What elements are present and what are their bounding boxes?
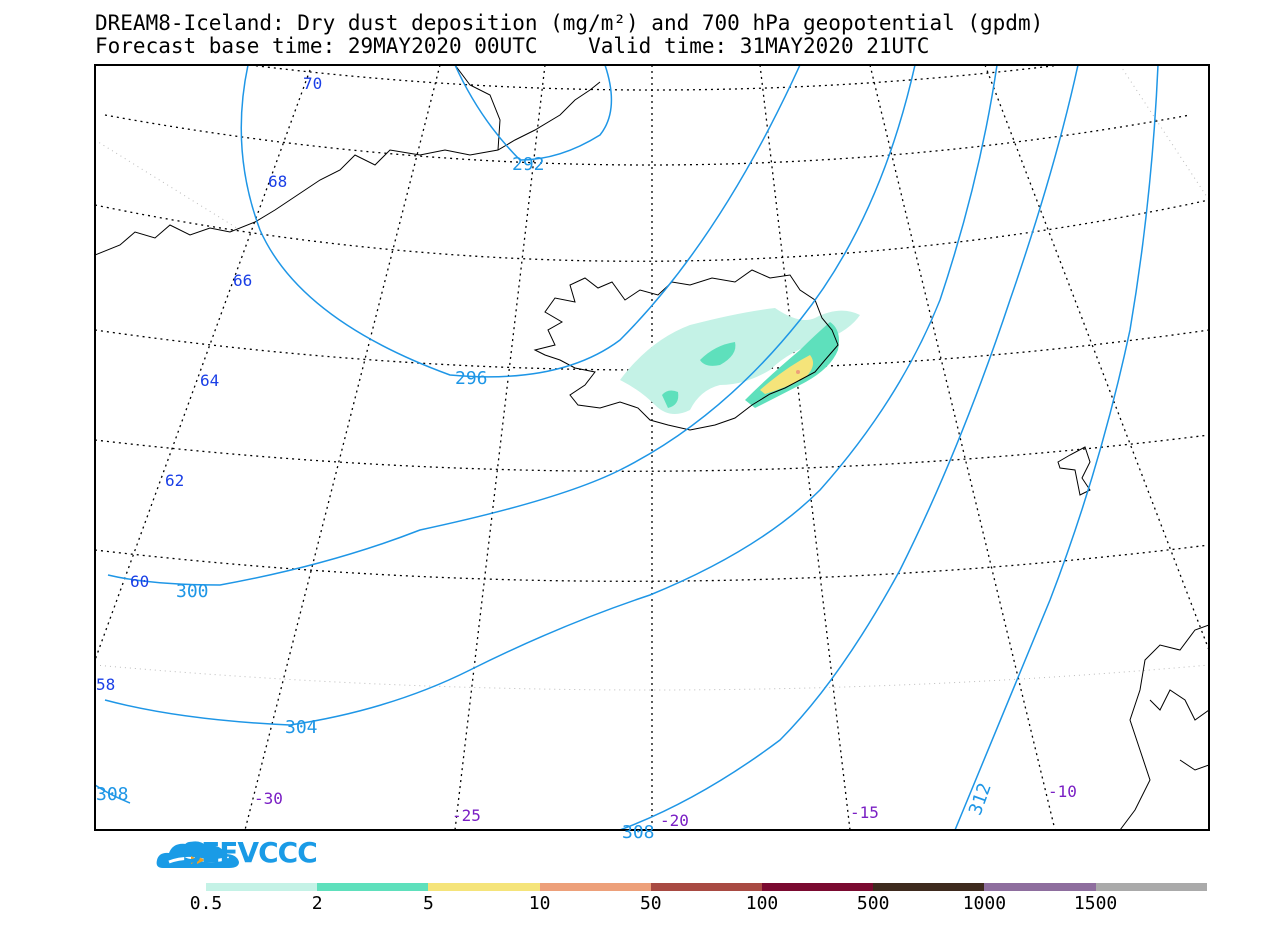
seevccc-cloud-icon [156, 841, 239, 868]
colorbar-label: 500 [856, 893, 890, 914]
contour-292 [454, 65, 613, 161]
colorbar-segment [317, 883, 429, 891]
longitude-lines [95, 65, 1209, 830]
colorbar-segment [762, 883, 874, 891]
greenland-coastline [95, 81, 601, 256]
faroe-coastline [1057, 446, 1091, 496]
dust-deposition-field [620, 308, 860, 414]
map-frame [94, 64, 1210, 831]
lat-label-66: 66 [233, 271, 252, 290]
contour-label-308-b: 308 [622, 822, 655, 843]
lon-label-15: -15 [850, 803, 879, 822]
contour-label-300: 300 [176, 581, 209, 602]
colorbar-segment [984, 883, 1097, 891]
contour-312 [954, 65, 1159, 830]
colorbar-label: 100 [745, 893, 779, 914]
lat-label-62: 62 [165, 471, 184, 490]
lat-label-70: 70 [303, 74, 322, 93]
contour-label-312: 312 [965, 780, 996, 818]
colorbar-segment [428, 883, 541, 891]
colorbar-label: 2 [311, 893, 323, 914]
contour-label-304: 304 [285, 717, 318, 738]
forecast-times: Forecast base time: 29MAY2020 00UTC Vali… [95, 34, 930, 58]
colorbar-segment [873, 883, 985, 891]
iceland-coastline [533, 269, 839, 431]
norway-coastline [1119, 624, 1209, 830]
colorbar-label: 50 [639, 893, 662, 914]
contour-304 [104, 65, 998, 726]
outer-graticule [95, 65, 1209, 691]
colorbar-segment [1095, 883, 1208, 891]
lat-label-58: 58 [96, 675, 115, 694]
colorbar-segment [539, 883, 652, 891]
colorbar-segment [206, 883, 318, 891]
lon-label-25: -25 [452, 806, 481, 825]
contour-label-308: 308 [96, 784, 129, 805]
colorbar-label: 1000 [962, 893, 1007, 914]
map-title: DREAM8-Iceland: Dry dust deposition (mg/… [95, 11, 1044, 35]
contour-label-296: 296 [455, 368, 488, 389]
colorbar-label: 0.5 [189, 893, 223, 914]
lon-label-20: -20 [660, 811, 689, 830]
colorbar-label: 5 [422, 893, 434, 914]
contour-296 [240, 65, 801, 378]
seevccc-logo-text: SEEVCCC [182, 836, 318, 869]
colorbar-label: 1500 [1073, 893, 1118, 914]
lon-label-30: -30 [254, 789, 283, 808]
colorbar-segment [650, 883, 763, 891]
contour-300 [107, 65, 916, 586]
geopotential-contours [95, 65, 1159, 830]
lat-label-60: 60 [130, 572, 149, 591]
contour-label-292: 292 [512, 154, 545, 175]
coastlines [95, 65, 1209, 830]
lat-label-64: 64 [200, 371, 219, 390]
lat-label-68: 68 [268, 172, 287, 191]
lon-label-10: -10 [1048, 782, 1077, 801]
colorbar-label: 10 [528, 893, 551, 914]
contour-308 [95, 784, 131, 804]
contour-308-b [619, 65, 1079, 830]
